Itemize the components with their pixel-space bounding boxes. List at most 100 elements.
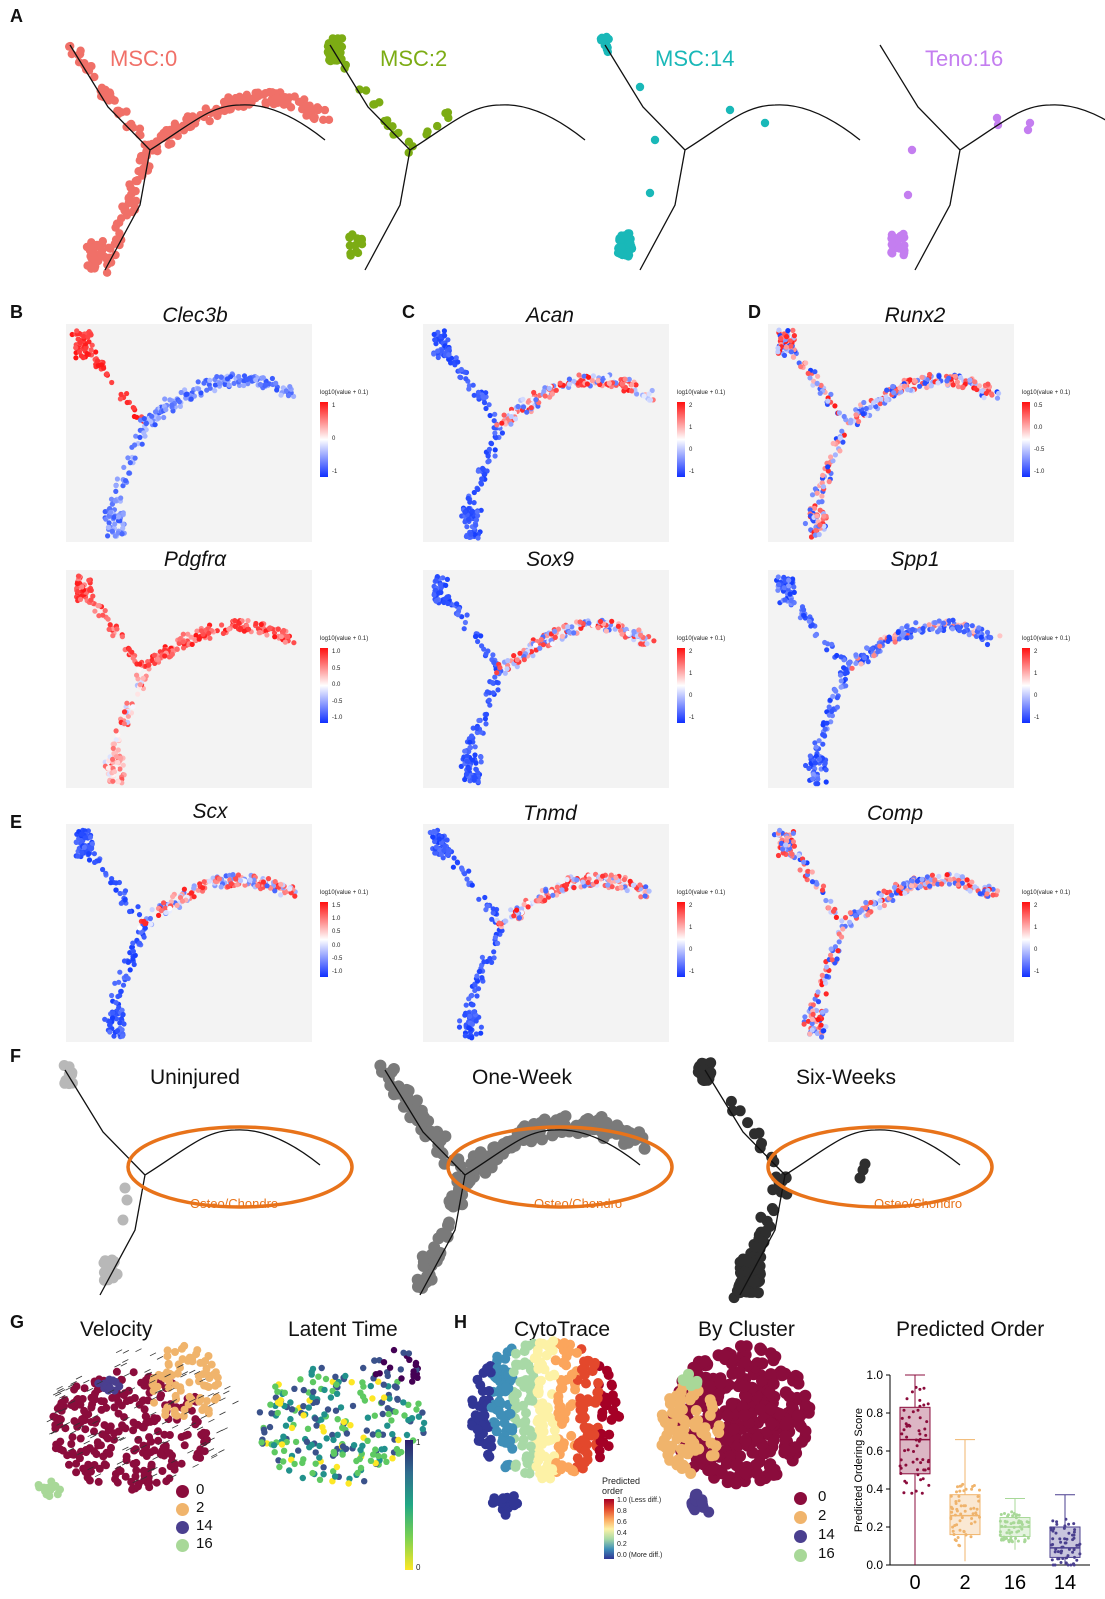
cell-dot [117, 992, 123, 999]
cell-dot [363, 1427, 370, 1434]
cell-dot [139, 441, 145, 447]
cell-dot [783, 344, 790, 350]
cell-dot [472, 744, 478, 750]
cell-dot [491, 659, 497, 666]
cell-dot [838, 678, 844, 684]
velocity-arrow [218, 1449, 225, 1453]
cell-dot [490, 906, 496, 912]
cell-dot [272, 94, 281, 103]
cell-dot [816, 756, 823, 762]
cell-dot [97, 1397, 106, 1406]
colorbar-tick-sox9: 1 [689, 671, 693, 677]
cell-dot [88, 347, 94, 353]
cell-dot [237, 878, 244, 884]
cell-dot [446, 346, 452, 352]
cell-dot [823, 767, 829, 773]
cell-dot [278, 892, 284, 898]
colorbar-tick-scx: 1.5 [332, 903, 341, 909]
cell-dot [134, 1435, 143, 1444]
cell-dot [83, 345, 89, 351]
cell-dot [187, 1406, 196, 1415]
cell-dot [516, 915, 523, 921]
cell-dot [776, 581, 782, 588]
cell-dot [487, 412, 493, 419]
cell-dot [90, 255, 99, 264]
velocity-arrow [96, 1380, 103, 1385]
cell-dot [611, 1119, 624, 1132]
cell-dot [461, 626, 467, 632]
velocity-arrow [56, 1385, 63, 1390]
cell-dot [450, 864, 456, 870]
cell-dot [112, 980, 118, 986]
velocity-arrow [171, 1424, 179, 1429]
cell-dot [458, 763, 464, 770]
cell-dot [176, 1386, 185, 1395]
cell-dot [1025, 118, 1035, 128]
cluster-title-teno16: Teno:16 [925, 46, 1004, 71]
cell-dot [618, 884, 624, 890]
cell-dot [821, 523, 827, 529]
cell-dot [161, 1443, 170, 1452]
cell-dot [327, 1394, 335, 1401]
cell-dot [571, 885, 577, 891]
cell-dot [163, 1352, 172, 1361]
cell-dot [110, 1403, 119, 1412]
cell-dot [137, 925, 143, 931]
cell-dot [433, 598, 439, 604]
cell-dot [320, 1428, 327, 1435]
cell-dot [492, 934, 498, 941]
cell-dot [389, 1431, 396, 1438]
cell-dot [929, 626, 935, 632]
cell-dot [400, 1349, 407, 1356]
cell-dot [473, 760, 479, 766]
cell-dot [956, 627, 963, 634]
cell-dot [958, 374, 964, 381]
cell-dot [324, 1406, 332, 1413]
cell-dot [146, 1417, 155, 1426]
cell-dot [441, 599, 447, 606]
cell-dot [790, 839, 797, 845]
cell-dot [633, 382, 639, 388]
cell-dot [400, 1399, 407, 1406]
cell-dot [474, 509, 480, 515]
cell-dot [219, 622, 225, 628]
cell-dot [265, 876, 272, 882]
velocity-arrow [177, 1364, 184, 1368]
cell-dot [577, 619, 583, 625]
gene-scatter-clec3b [69, 328, 297, 539]
cell-dot [463, 376, 469, 382]
cell-dot [791, 843, 798, 849]
cell-dot [590, 373, 597, 379]
cell-dot [832, 452, 839, 458]
colorbar-tick-tnmd: 2 [689, 903, 693, 909]
cell-dot [497, 1147, 509, 1160]
cell-dot [927, 371, 933, 378]
cell-dot [281, 627, 287, 634]
cell-dot [812, 740, 818, 746]
cell-dot [256, 630, 262, 636]
cell-dot [275, 626, 281, 632]
colorbar-label-spp1: log10(value + 0.1) [1022, 636, 1071, 642]
cell-dot [156, 1449, 165, 1458]
cell-dot [339, 1443, 347, 1450]
cell-dot [638, 641, 644, 647]
cell-dot [267, 1401, 274, 1408]
cell-dot [278, 634, 284, 640]
osteo-chondro-ellipse [126, 1125, 354, 1209]
cell-dot [287, 1399, 294, 1406]
cell-dot [121, 464, 127, 470]
gene-scatter-scx [73, 827, 298, 1040]
cell-dot [129, 1368, 138, 1377]
cell-dot [464, 876, 470, 882]
cell-dot [74, 328, 80, 334]
cell-dot [291, 1385, 298, 1392]
cell-dot [813, 527, 819, 534]
velocity-arrow [87, 1466, 94, 1471]
cell-dot [87, 1418, 96, 1426]
cell-dot [85, 334, 91, 340]
cell-dot [541, 1350, 552, 1361]
cell-dot [438, 851, 444, 857]
cell-dot [251, 93, 260, 103]
cell-dot [436, 590, 442, 596]
cell-dot [270, 1442, 278, 1449]
